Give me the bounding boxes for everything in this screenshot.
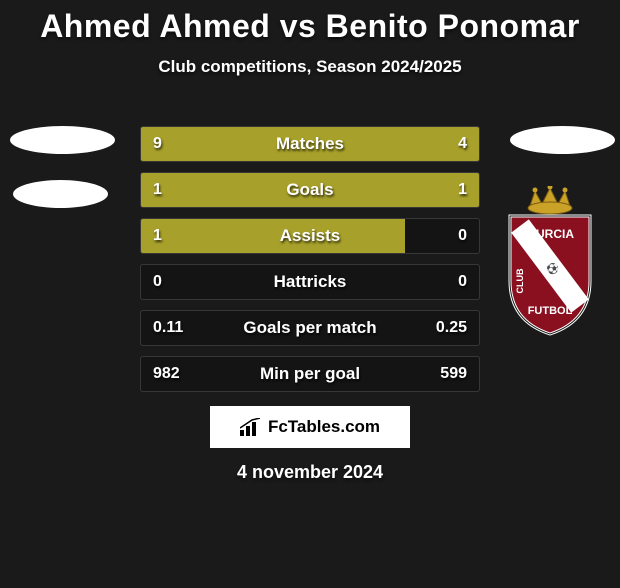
crest-text-top: MURCIA	[526, 227, 574, 241]
stat-row: 1 1 Goals	[140, 172, 480, 208]
bar-segment-left	[141, 219, 405, 253]
stat-value-left: 982	[153, 365, 180, 383]
placeholder-ellipse	[510, 126, 615, 154]
stat-value-right: 0	[458, 273, 467, 291]
bar-segment-left	[141, 173, 310, 207]
stat-value-right: 599	[440, 365, 467, 383]
stat-label: Goals per match	[243, 318, 376, 338]
stat-row: 982 599 Min per goal	[140, 356, 480, 392]
bar-segment-right	[310, 173, 479, 207]
page-title: Ahmed Ahmed vs Benito Ponomar	[0, 8, 620, 45]
stat-value-right: 0	[458, 227, 467, 245]
stat-value-right: 0.25	[436, 319, 467, 337]
stat-value-left: 0.11	[153, 319, 183, 337]
crown-icon	[528, 186, 572, 214]
stat-value-left: 1	[153, 181, 162, 199]
footer-date: 4 november 2024	[237, 462, 383, 483]
placeholder-ellipse	[10, 126, 115, 154]
stat-label: Assists	[280, 226, 340, 246]
comparison-bars: 9 4 Matches 1 1 Goals 1 0 Assists 0 0 Hattricks 0.11…	[140, 126, 480, 402]
stat-label: Hattricks	[274, 272, 347, 292]
stat-label: Matches	[276, 134, 344, 154]
stat-row: 9 4 Matches	[140, 126, 480, 162]
stat-row: 1 0 Assists	[140, 218, 480, 254]
stat-row: 0 0 Hattricks	[140, 264, 480, 300]
right-team-badge	[510, 126, 610, 154]
stat-value-right: 1	[458, 181, 467, 199]
stat-row: 0.11 0.25 Goals per match	[140, 310, 480, 346]
chart-icon	[240, 418, 262, 436]
crest-text-side: CLUB	[515, 268, 525, 293]
stat-label: Goals	[286, 180, 333, 200]
left-team-badge	[10, 126, 110, 208]
placeholder-ellipse	[13, 180, 108, 208]
stat-label: Min per goal	[260, 364, 360, 384]
stat-value-left: 1	[153, 227, 162, 245]
fctables-link[interactable]: FcTables.com	[210, 406, 410, 448]
subtitle: Club competitions, Season 2024/2025	[0, 57, 620, 77]
crest-text-bottom: FUTBOL	[528, 305, 573, 317]
footer-logo-text: FcTables.com	[268, 417, 380, 437]
stat-value-right: 4	[458, 135, 467, 153]
stat-value-left: 9	[153, 135, 162, 153]
club-crest-murcia: MURCIA FUTBOL CLUB ⚽	[500, 186, 600, 336]
stat-value-left: 0	[153, 273, 162, 291]
